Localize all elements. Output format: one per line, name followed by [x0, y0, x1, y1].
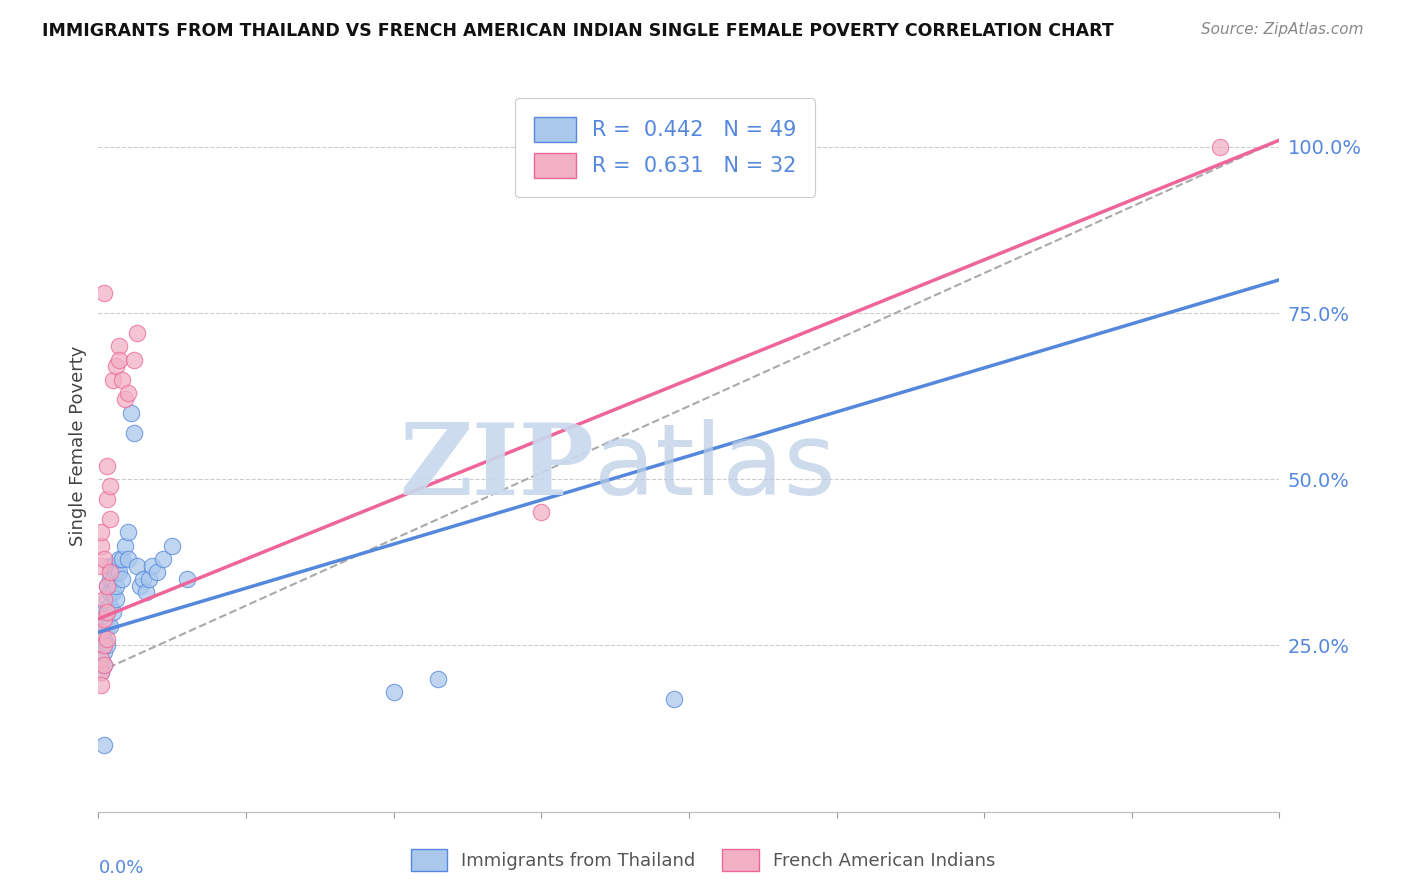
Point: [96, 605, 118, 619]
Point: [138, 572, 160, 586]
Point: [90, 665, 112, 679]
Point: [90, 652, 112, 666]
Point: [96, 591, 118, 606]
Point: [105, 591, 128, 606]
Point: [664, 691, 686, 706]
Point: [93, 591, 115, 606]
Point: [90, 665, 112, 679]
Point: [93, 658, 115, 673]
Point: [98, 599, 121, 613]
Point: [111, 372, 134, 386]
Point: [96, 632, 118, 646]
Point: [90, 639, 112, 653]
Point: [103, 572, 125, 586]
Point: [93, 286, 115, 301]
Point: [128, 579, 150, 593]
Point: [125, 558, 148, 573]
Point: [98, 618, 121, 632]
Point: [105, 566, 128, 580]
Point: [135, 585, 157, 599]
Point: [90, 678, 112, 692]
Point: [108, 552, 131, 566]
Point: [103, 605, 125, 619]
Point: [117, 385, 139, 400]
Point: [93, 618, 115, 632]
Point: [90, 558, 112, 573]
Point: [152, 552, 174, 566]
Point: [96, 618, 118, 632]
Point: [120, 406, 142, 420]
Point: [93, 645, 115, 659]
Point: [93, 612, 115, 626]
Point: [132, 572, 155, 586]
Legend: Immigrants from Thailand, French American Indians: Immigrants from Thailand, French America…: [404, 842, 1002, 879]
Point: [93, 552, 115, 566]
Point: [90, 539, 112, 553]
Point: [111, 552, 134, 566]
Point: [93, 632, 115, 646]
Legend: R =  0.442   N = 49, R =  0.631   N = 32: R = 0.442 N = 49, R = 0.631 N = 32: [515, 98, 815, 197]
Point: [125, 326, 148, 340]
Point: [108, 339, 131, 353]
Point: [90, 525, 112, 540]
Point: [146, 566, 169, 580]
Point: [114, 392, 136, 407]
Point: [96, 492, 118, 507]
Text: IMMIGRANTS FROM THAILAND VS FRENCH AMERICAN INDIAN SINGLE FEMALE POVERTY CORRELA: IMMIGRANTS FROM THAILAND VS FRENCH AMERI…: [42, 22, 1114, 40]
Point: [122, 425, 145, 440]
Point: [103, 558, 125, 573]
Text: 0.0%: 0.0%: [98, 859, 143, 877]
Point: [98, 585, 121, 599]
Point: [162, 539, 183, 553]
Text: Source: ZipAtlas.com: Source: ZipAtlas.com: [1201, 22, 1364, 37]
Point: [108, 566, 131, 580]
Point: [114, 539, 136, 553]
Point: [98, 512, 121, 526]
Point: [427, 672, 450, 686]
Y-axis label: Single Female Poverty: Single Female Poverty: [69, 346, 87, 546]
Text: ZIP: ZIP: [399, 419, 595, 516]
Point: [96, 458, 118, 473]
Point: [117, 525, 139, 540]
Point: [98, 479, 121, 493]
Point: [96, 579, 118, 593]
Point: [108, 352, 131, 367]
Point: [98, 572, 121, 586]
Point: [98, 566, 121, 580]
Point: [103, 372, 125, 386]
Point: [96, 579, 118, 593]
Point: [96, 605, 118, 619]
Point: [382, 685, 405, 699]
Point: [93, 639, 115, 653]
Point: [176, 572, 198, 586]
Point: [105, 359, 128, 374]
Point: [111, 572, 134, 586]
Point: [141, 558, 163, 573]
Point: [530, 506, 553, 520]
Point: [93, 658, 115, 673]
Point: [90, 652, 112, 666]
Point: [90, 625, 112, 640]
Point: [93, 605, 115, 619]
Point: [96, 639, 118, 653]
Point: [105, 579, 128, 593]
Point: [122, 352, 145, 367]
Point: [98, 558, 121, 573]
Point: [93, 738, 115, 752]
Point: [90, 625, 112, 640]
Text: atlas: atlas: [595, 419, 837, 516]
Point: [1209, 140, 1232, 154]
Point: [117, 552, 139, 566]
Point: [103, 585, 125, 599]
